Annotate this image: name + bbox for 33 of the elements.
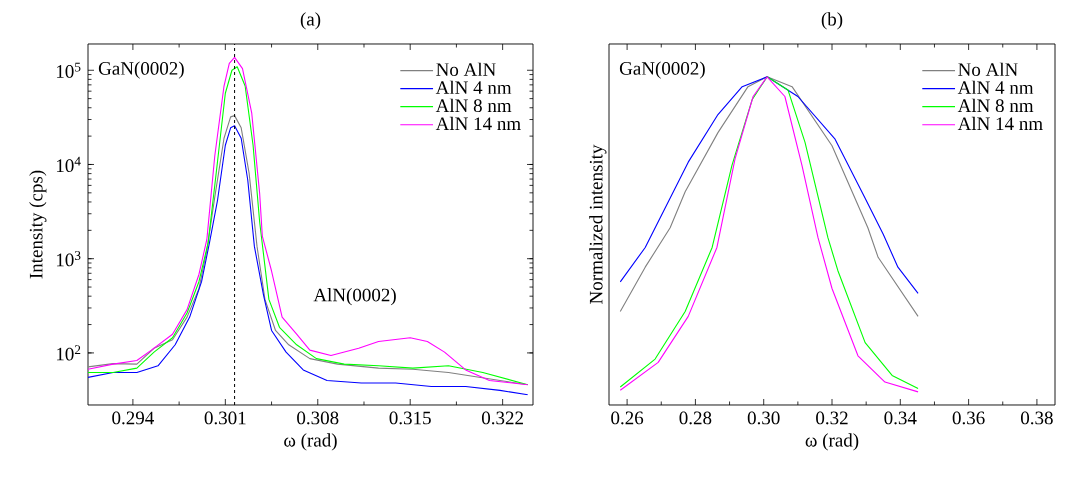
legend-label: AlN 8 nm	[957, 98, 1034, 113]
x-tick-label: 0.36	[952, 411, 985, 425]
y-axis-title: Normalized intensity	[589, 144, 607, 304]
legend-label: AlN 14 nm	[435, 116, 521, 130]
y-tick-label: 10$^{3}$	[56, 251, 81, 267]
x-tick-label: 0.30	[747, 411, 780, 425]
y-tick-label: 10$^{2}$	[56, 345, 81, 361]
x-tick-label: 0.294	[112, 411, 154, 425]
legend-label: No AlN	[958, 62, 1018, 77]
legend-label: AlN 8 nm	[435, 98, 512, 113]
x-axis-title: ω (rad)	[805, 433, 859, 451]
legend-label: No AlN	[436, 62, 496, 77]
x-tick-label: 0.28	[679, 411, 712, 425]
x-tick-label: 0.26	[611, 411, 644, 425]
chart-title: (b)	[821, 12, 843, 30]
y-tick-label: 10$^{5}$	[56, 62, 81, 78]
legend-label: AlN 14 nm	[957, 116, 1043, 130]
x-tick-label: 0.38	[1021, 411, 1053, 425]
annotation: AlN(0002)	[313, 288, 396, 306]
x-tick-label: 0.315	[389, 411, 431, 425]
x-tick-label: 0.308	[297, 411, 339, 425]
x-axis-title: ω (rad)	[284, 433, 337, 451]
chart-title: (a)	[300, 12, 321, 30]
x-tick-label: 0.34	[884, 411, 917, 425]
y-tick-label: 10$^{4}$	[56, 156, 81, 173]
legend-label: AlN 4 nm	[957, 80, 1034, 94]
x-tick-label: 0.301	[204, 411, 246, 425]
x-tick-label: 0.32	[816, 411, 848, 425]
legend-label: AlN 4 nm	[435, 80, 512, 94]
x-tick-label: 0.322	[481, 411, 523, 425]
annotation: GaN(0002)	[98, 61, 184, 79]
annotation: GaN(0002)	[619, 61, 705, 79]
y-axis-title: Intensity (cps)	[29, 170, 47, 279]
